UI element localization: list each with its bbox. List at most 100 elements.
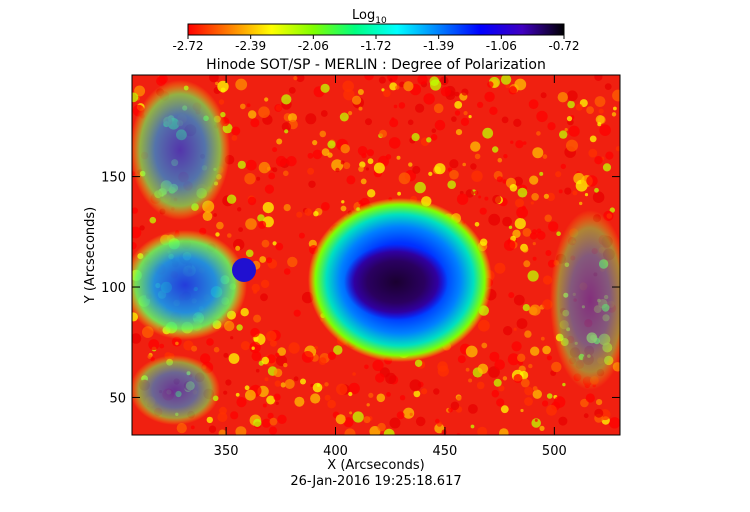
texture-speck xyxy=(468,404,478,414)
texture-speck xyxy=(208,425,217,433)
texture-speck xyxy=(542,275,553,285)
texture-speck xyxy=(245,389,256,401)
colorbar-tick-label: -2.06 xyxy=(298,39,329,53)
plot-frame xyxy=(131,74,621,436)
texture-speck xyxy=(360,178,367,185)
texture-speck xyxy=(465,189,474,198)
texture-speck xyxy=(560,163,566,170)
colorbar-tick-label: -1.06 xyxy=(486,39,517,53)
texture-speck xyxy=(378,76,386,84)
texture-speck xyxy=(321,148,330,157)
x-axis-label: X (Arcseconds) xyxy=(327,458,424,473)
texture-speck xyxy=(367,158,374,165)
texture-speck xyxy=(513,294,525,306)
colorbar: Log10 -2.72 -2.39 -2.06 -1.72 -1.39 -1.06 -0.7… xyxy=(172,8,579,53)
texture-speck xyxy=(507,353,520,366)
texture-speck xyxy=(249,341,261,354)
texture-speck xyxy=(548,221,559,232)
pore-west xyxy=(232,258,256,282)
texture-speck xyxy=(398,102,406,109)
texture-speck xyxy=(373,162,385,174)
texture-speck xyxy=(596,399,603,406)
texture-speck xyxy=(244,385,250,391)
texture-speck xyxy=(283,170,289,177)
texture-speck xyxy=(385,372,397,384)
texture-speck xyxy=(359,161,366,168)
texture-speck xyxy=(434,423,445,434)
texture-speck xyxy=(349,411,353,415)
texture-speck xyxy=(352,372,356,376)
texture-speck xyxy=(364,364,369,370)
texture-speck xyxy=(139,225,145,231)
texture-speck xyxy=(531,193,539,201)
texture-speck xyxy=(293,376,299,382)
texture-speck xyxy=(530,201,534,205)
texture-speck xyxy=(557,92,568,103)
texture-speck xyxy=(363,416,371,424)
texture-speck xyxy=(296,75,305,83)
texture-speck xyxy=(499,428,509,435)
texture-speck xyxy=(237,160,246,169)
texture-speck xyxy=(281,94,292,105)
texture-speck xyxy=(280,382,286,388)
texture-speck xyxy=(520,378,530,388)
texture-speck xyxy=(308,180,316,188)
texture-speck xyxy=(281,122,292,132)
texture-speck xyxy=(318,357,327,365)
texture-speck xyxy=(258,106,270,118)
texture-speck xyxy=(223,390,228,395)
texture-speck xyxy=(206,338,214,346)
texture-speck xyxy=(343,89,355,101)
texture-speck xyxy=(434,163,446,175)
texture-speck xyxy=(517,353,526,362)
texture-speck xyxy=(348,391,353,397)
texture-speck xyxy=(240,341,251,351)
texture-speck xyxy=(266,166,271,171)
texture-speck xyxy=(529,175,539,185)
texture-speck xyxy=(448,407,453,413)
texture-speck xyxy=(559,130,568,139)
texture-speck xyxy=(202,211,213,221)
texture-speck xyxy=(408,162,413,167)
texture-speck xyxy=(428,171,433,176)
sunspot-umbra xyxy=(344,244,448,320)
plage-patch-east xyxy=(550,210,620,390)
texture-speck xyxy=(324,394,331,401)
texture-speck xyxy=(503,239,516,251)
texture-speck xyxy=(522,228,532,237)
texture-speck xyxy=(335,414,346,425)
texture-speck xyxy=(546,404,557,416)
texture-speck xyxy=(547,122,556,131)
texture-speck xyxy=(320,110,328,117)
plage-patch-south xyxy=(132,355,220,425)
texture-speck xyxy=(209,75,219,83)
texture-speck xyxy=(551,361,562,373)
texture-speck xyxy=(456,193,469,205)
texture-speck xyxy=(357,89,364,95)
texture-speck xyxy=(530,346,540,356)
texture-speck xyxy=(225,379,232,386)
texture-speck xyxy=(293,309,301,317)
texture-speck xyxy=(327,140,336,149)
texture-speck xyxy=(605,151,614,160)
texture-speck xyxy=(566,139,578,152)
texture-speck xyxy=(288,113,297,123)
texture-speck xyxy=(284,379,295,389)
texture-speck xyxy=(284,129,289,134)
texture-speck xyxy=(454,110,461,116)
texture-speck xyxy=(449,169,459,180)
texture-speck xyxy=(213,346,220,353)
texture-speck xyxy=(253,418,262,427)
texture-speck xyxy=(494,262,506,274)
texture-speck xyxy=(407,119,414,126)
texture-speck xyxy=(496,176,503,183)
texture-speck xyxy=(213,213,218,217)
texture-speck xyxy=(231,135,238,141)
texture-speck xyxy=(314,346,318,350)
texture-speck xyxy=(132,242,137,250)
texture-speck xyxy=(528,99,539,110)
texture-speck xyxy=(584,193,589,197)
texture-speck xyxy=(514,218,526,230)
y-tick-label: 150 xyxy=(101,171,126,186)
texture-speck xyxy=(268,172,276,180)
